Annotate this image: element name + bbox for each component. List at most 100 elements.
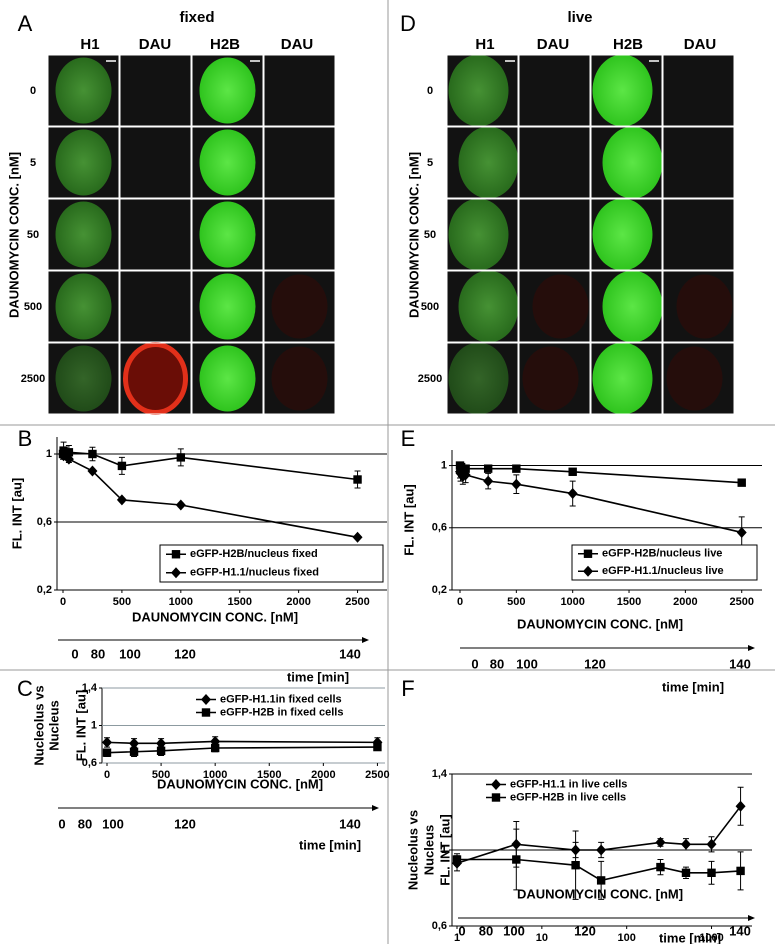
x-tick-label: 1 [454,932,460,944]
legend-box [159,544,384,583]
image-tile [120,127,191,198]
nucleus-h2b [199,201,256,268]
y-axis-label: FL. INT [au] [73,690,88,762]
legend-label: eGFP-H2B in live cells [510,791,626,803]
nucleus-h1 [55,273,112,340]
legend-marker [171,567,181,579]
data-point [373,742,382,752]
column-header: DAU [684,36,717,53]
nucleus-h2b [592,54,653,127]
tile-border [662,126,735,199]
row-label: 500 [421,301,439,313]
time-arrow [362,637,369,643]
panel-letter: A [18,11,33,36]
legend-marker [583,565,593,577]
y-tick-label: 1,4 [432,768,448,780]
time-label: 120 [574,923,596,938]
row-label: 0 [30,85,36,97]
data-point [210,743,220,753]
legend-marker [491,779,501,790]
image-tile [663,127,734,198]
panel-letter: F [401,676,414,701]
nucleus-h2b [602,126,663,199]
dau-signal [532,274,589,339]
nucleus-h1 [458,126,519,199]
time-label: 140 [729,923,751,938]
data-point [117,461,127,471]
x-tick-label: 0 [60,596,66,608]
tile-border [191,54,264,127]
x-tick-label: 2500 [729,596,753,608]
tile-border [263,342,336,415]
nucleus-h1 [458,270,519,343]
data-point [87,465,98,477]
nucleus-h1 [448,198,509,271]
tile-border [518,342,591,415]
row-label: 50 [27,229,39,241]
x-tick-label: 2000 [673,596,697,608]
x-tick-label: 1500 [227,596,251,608]
time-label: 80 [78,816,92,831]
data-point [156,746,166,756]
tile-border [191,270,264,343]
image-tile [264,55,335,126]
tile-border [119,342,192,415]
tile-border [662,270,735,343]
tile-border [590,342,663,415]
time-label: 80 [479,923,493,938]
tile-border [47,126,120,199]
y-tick-label: 1 [441,459,447,471]
tile-border [590,126,663,199]
data-point [175,499,186,511]
y-tick-label: 1 [91,719,97,731]
row-label: 50 [424,229,436,241]
y-axis-label: FL. INT [au] [9,478,24,550]
legend-marker [201,694,211,705]
column-header: H1 [475,36,494,53]
legend-label: eGFP-H1.1 in live cells [510,778,627,790]
data-point [64,448,74,457]
x-tick-label: 1000 [560,596,584,608]
data-point [735,800,746,812]
x-tick-label: 2500 [345,596,369,608]
tile-border [662,198,735,271]
tile-border [590,270,663,343]
time-label: 120 [174,816,196,831]
row-label: 0 [427,85,433,97]
x-tick-label: 100 [618,932,636,944]
column-header: DAU [281,36,314,53]
x-axis-label: DAUNOMYCIN CONC. [nM] [517,616,683,631]
legend-box [571,544,758,581]
image-tile [519,199,590,270]
dau-signal [666,346,723,411]
time-label: 80 [490,656,504,671]
y-tick-label: 1 [46,448,52,460]
time-label: 100 [119,646,141,661]
x-tick-label: 1000 [699,932,723,944]
y-axis-label: Nucleolus vs [405,810,420,890]
tile-border [47,270,120,343]
data-point [681,868,691,877]
data-point [680,838,691,850]
x-tick-label: 1500 [617,596,641,608]
image-tile [120,271,191,342]
x-axis-label: DAUNOMYCIN CONC. [nM] [157,776,323,791]
tile-border [263,126,336,199]
time-arrow [748,645,755,651]
time-label: 0 [458,923,465,938]
x-tick-label: 2500 [365,769,389,781]
tile-border [119,54,192,127]
time-label: 80 [91,646,105,661]
data-point [63,453,74,465]
data-point [596,844,607,856]
image-tile [264,199,335,270]
y-axis-label: FL. INT [au] [401,484,416,556]
tile-border [47,342,120,415]
y-tick-label: 0,6 [432,522,447,534]
time-label: 140 [339,816,361,831]
row-label: 2500 [21,373,45,385]
tile-border [518,126,591,199]
x-tick-label: 2000 [286,596,310,608]
tile-border [446,126,519,199]
column-header: H2B [613,36,643,53]
